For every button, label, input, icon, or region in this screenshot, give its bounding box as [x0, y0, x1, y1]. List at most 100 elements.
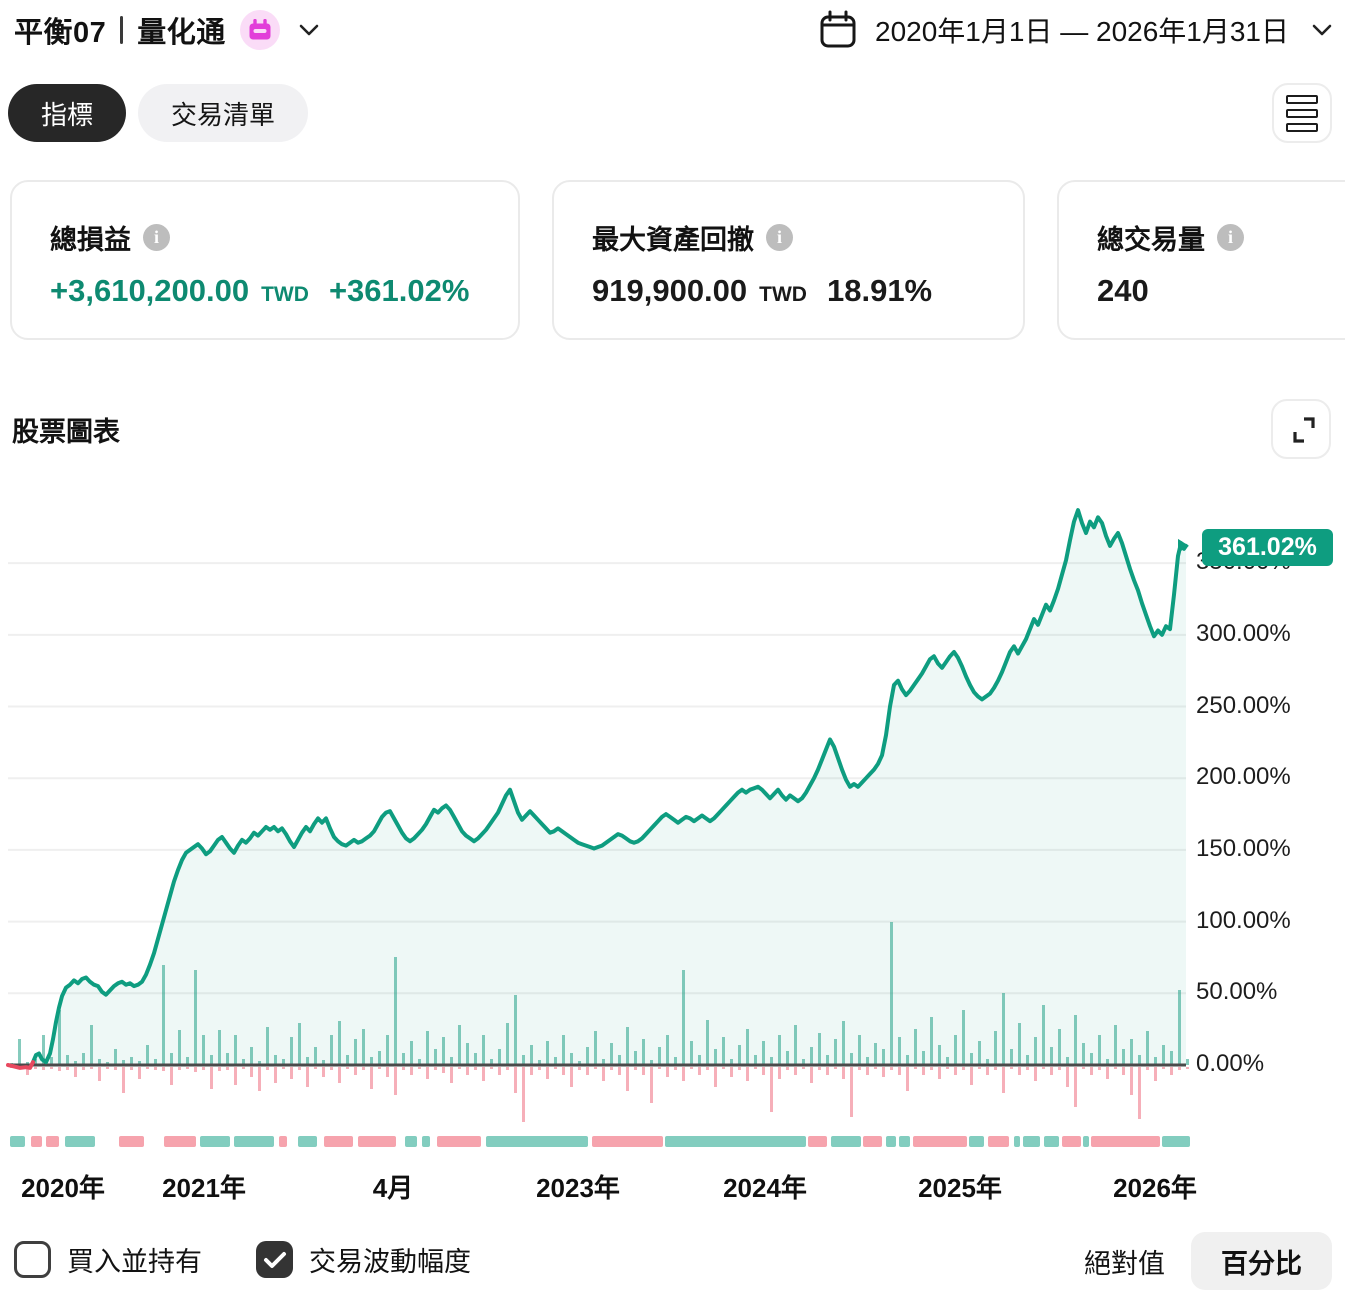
regime-segment — [323, 1136, 354, 1147]
chart-overlays-controls: 買入並持有 交易波動幅度 — [14, 1240, 471, 1279]
regime-gap — [317, 1136, 323, 1147]
regime-segment — [1091, 1136, 1160, 1147]
y-axis-label: 250.00% — [1196, 691, 1291, 719]
volatility-label: 交易波動幅度 — [309, 1247, 471, 1277]
expand-chart-button[interactable] — [1271, 399, 1331, 459]
regime-segment — [987, 1136, 1010, 1147]
regime-segment — [31, 1136, 42, 1147]
y-axis-label: 200.00% — [1196, 763, 1291, 791]
card-total-pnl-value: +3,610,200.00 TWD +361.02% — [50, 273, 470, 308]
equity-line — [31, 508, 1188, 1065]
layout-rows-button[interactable] — [1272, 83, 1332, 143]
regime-segment — [664, 1136, 806, 1147]
chart-section-title: 股票圖表 — [12, 417, 120, 447]
regime-segment — [421, 1136, 431, 1147]
tab-indicators[interactable]: 指標 — [8, 84, 127, 142]
percent-mode-button[interactable]: 百分比 — [1191, 1232, 1332, 1290]
regime-gap — [430, 1136, 436, 1147]
volume-bars-down — [10, 1067, 1189, 1122]
buy-hold-label: 買入並持有 — [67, 1247, 202, 1277]
card-max-drawdown: 最大資產回撤 i 919,900.00 TWD 18.91% — [552, 180, 1025, 340]
regime-segment — [10, 1136, 25, 1147]
regime-segment — [807, 1136, 827, 1147]
regime-strip — [10, 1136, 1190, 1147]
x-axis-label: 2023年 — [536, 1173, 620, 1203]
equity-chart-svg — [6, 508, 1189, 1122]
equity-chart[interactable] — [6, 470, 1189, 1130]
check-icon — [263, 1251, 286, 1268]
card-total-trades: 總交易量 i 240 — [1057, 180, 1345, 340]
strategy-header: 平衡07 量化通 — [14, 8, 320, 52]
x-axis-label: 2021年 — [162, 1173, 246, 1203]
x-axis-label: 2026年 — [1113, 1173, 1197, 1203]
last-value-badge: 361.02% — [1202, 529, 1333, 566]
regime-gap — [1009, 1136, 1013, 1147]
calendar-icon — [820, 10, 856, 48]
title-divider — [120, 16, 124, 44]
regime-segment — [297, 1136, 318, 1147]
date-range-picker[interactable]: 2020年1月1日 — 2026年1月31日 — [819, 8, 1333, 52]
x-axis-label: 2024年 — [723, 1173, 807, 1203]
regime-segment — [118, 1136, 145, 1147]
card-total-pnl-label: 總損益 — [50, 225, 131, 255]
regime-segment — [436, 1136, 482, 1147]
regime-segment — [46, 1136, 60, 1147]
regime-segment — [1161, 1136, 1190, 1147]
line-end-arrow-icon — [1178, 538, 1189, 553]
buy-hold-checkbox[interactable] — [14, 1241, 51, 1278]
regime-segment — [592, 1136, 663, 1147]
quant-badge-icon — [239, 10, 280, 50]
regime-segment — [899, 1136, 911, 1147]
report-tabs: 指標 交易清單 — [8, 84, 309, 142]
regime-segment — [485, 1136, 589, 1147]
stat-cards: 總損益 i +3,610,200.00 TWD +361.02% 最大資產回撤 … — [10, 180, 1345, 340]
rows-icon — [1286, 94, 1318, 132]
regime-segment — [968, 1136, 984, 1147]
regime-segment — [831, 1136, 862, 1147]
regime-gap — [287, 1136, 298, 1147]
y-axis-label: 50.00% — [1196, 978, 1278, 1006]
volume-bars-up — [10, 922, 1189, 1065]
regime-segment — [913, 1136, 967, 1147]
regime-segment — [1082, 1136, 1090, 1147]
regime-gap — [396, 1136, 405, 1147]
regime-gap — [95, 1136, 118, 1147]
date-range-chevron-icon — [1311, 23, 1333, 37]
date-range-text: 2020年1月1日 — 2026年1月31日 — [875, 16, 1289, 47]
regime-segment — [1044, 1136, 1060, 1147]
card-total-trades-label: 總交易量 — [1097, 225, 1205, 255]
regime-segment — [1061, 1136, 1081, 1147]
strategy-dropdown-chevron-icon[interactable] — [298, 23, 320, 37]
card-max-drawdown-value: 919,900.00 TWD 18.91% — [592, 273, 933, 308]
regime-gap — [144, 1136, 163, 1147]
regime-segment — [163, 1136, 196, 1147]
regime-segment — [357, 1136, 397, 1147]
regime-segment — [885, 1136, 897, 1147]
x-axis-label: 2020年 — [21, 1173, 105, 1203]
regime-segment — [233, 1136, 275, 1147]
card-total-pnl: 總損益 i +3,610,200.00 TWD +361.02% — [10, 180, 520, 340]
y-axis-label: 150.00% — [1196, 834, 1291, 862]
volatility-checkbox[interactable] — [256, 1241, 293, 1278]
equity-area — [8, 510, 1186, 1068]
regime-segment — [404, 1136, 418, 1147]
regime-segment — [1023, 1136, 1041, 1147]
regime-segment — [199, 1136, 230, 1147]
regime-segment — [863, 1136, 883, 1147]
equity-line-negative — [6, 1060, 35, 1070]
x-axis-label: 2025年 — [918, 1173, 1002, 1203]
info-icon[interactable]: i — [143, 224, 170, 251]
regime-gap — [481, 1136, 485, 1147]
card-max-drawdown-label: 最大資產回撤 — [592, 225, 754, 255]
regime-segment — [278, 1136, 288, 1147]
provider-name: 量化通 — [137, 17, 226, 49]
absolute-mode-button[interactable]: 絕對值 — [1084, 1248, 1165, 1279]
tab-trade-list[interactable]: 交易清單 — [138, 84, 309, 142]
info-icon[interactable]: i — [1217, 224, 1244, 251]
expand-icon — [1293, 417, 1315, 443]
regime-segment — [1013, 1136, 1020, 1147]
info-icon[interactable]: i — [766, 224, 793, 251]
x-axis-label: 4月 — [372, 1173, 414, 1203]
y-axis-label: 0.00% — [1196, 1050, 1265, 1077]
